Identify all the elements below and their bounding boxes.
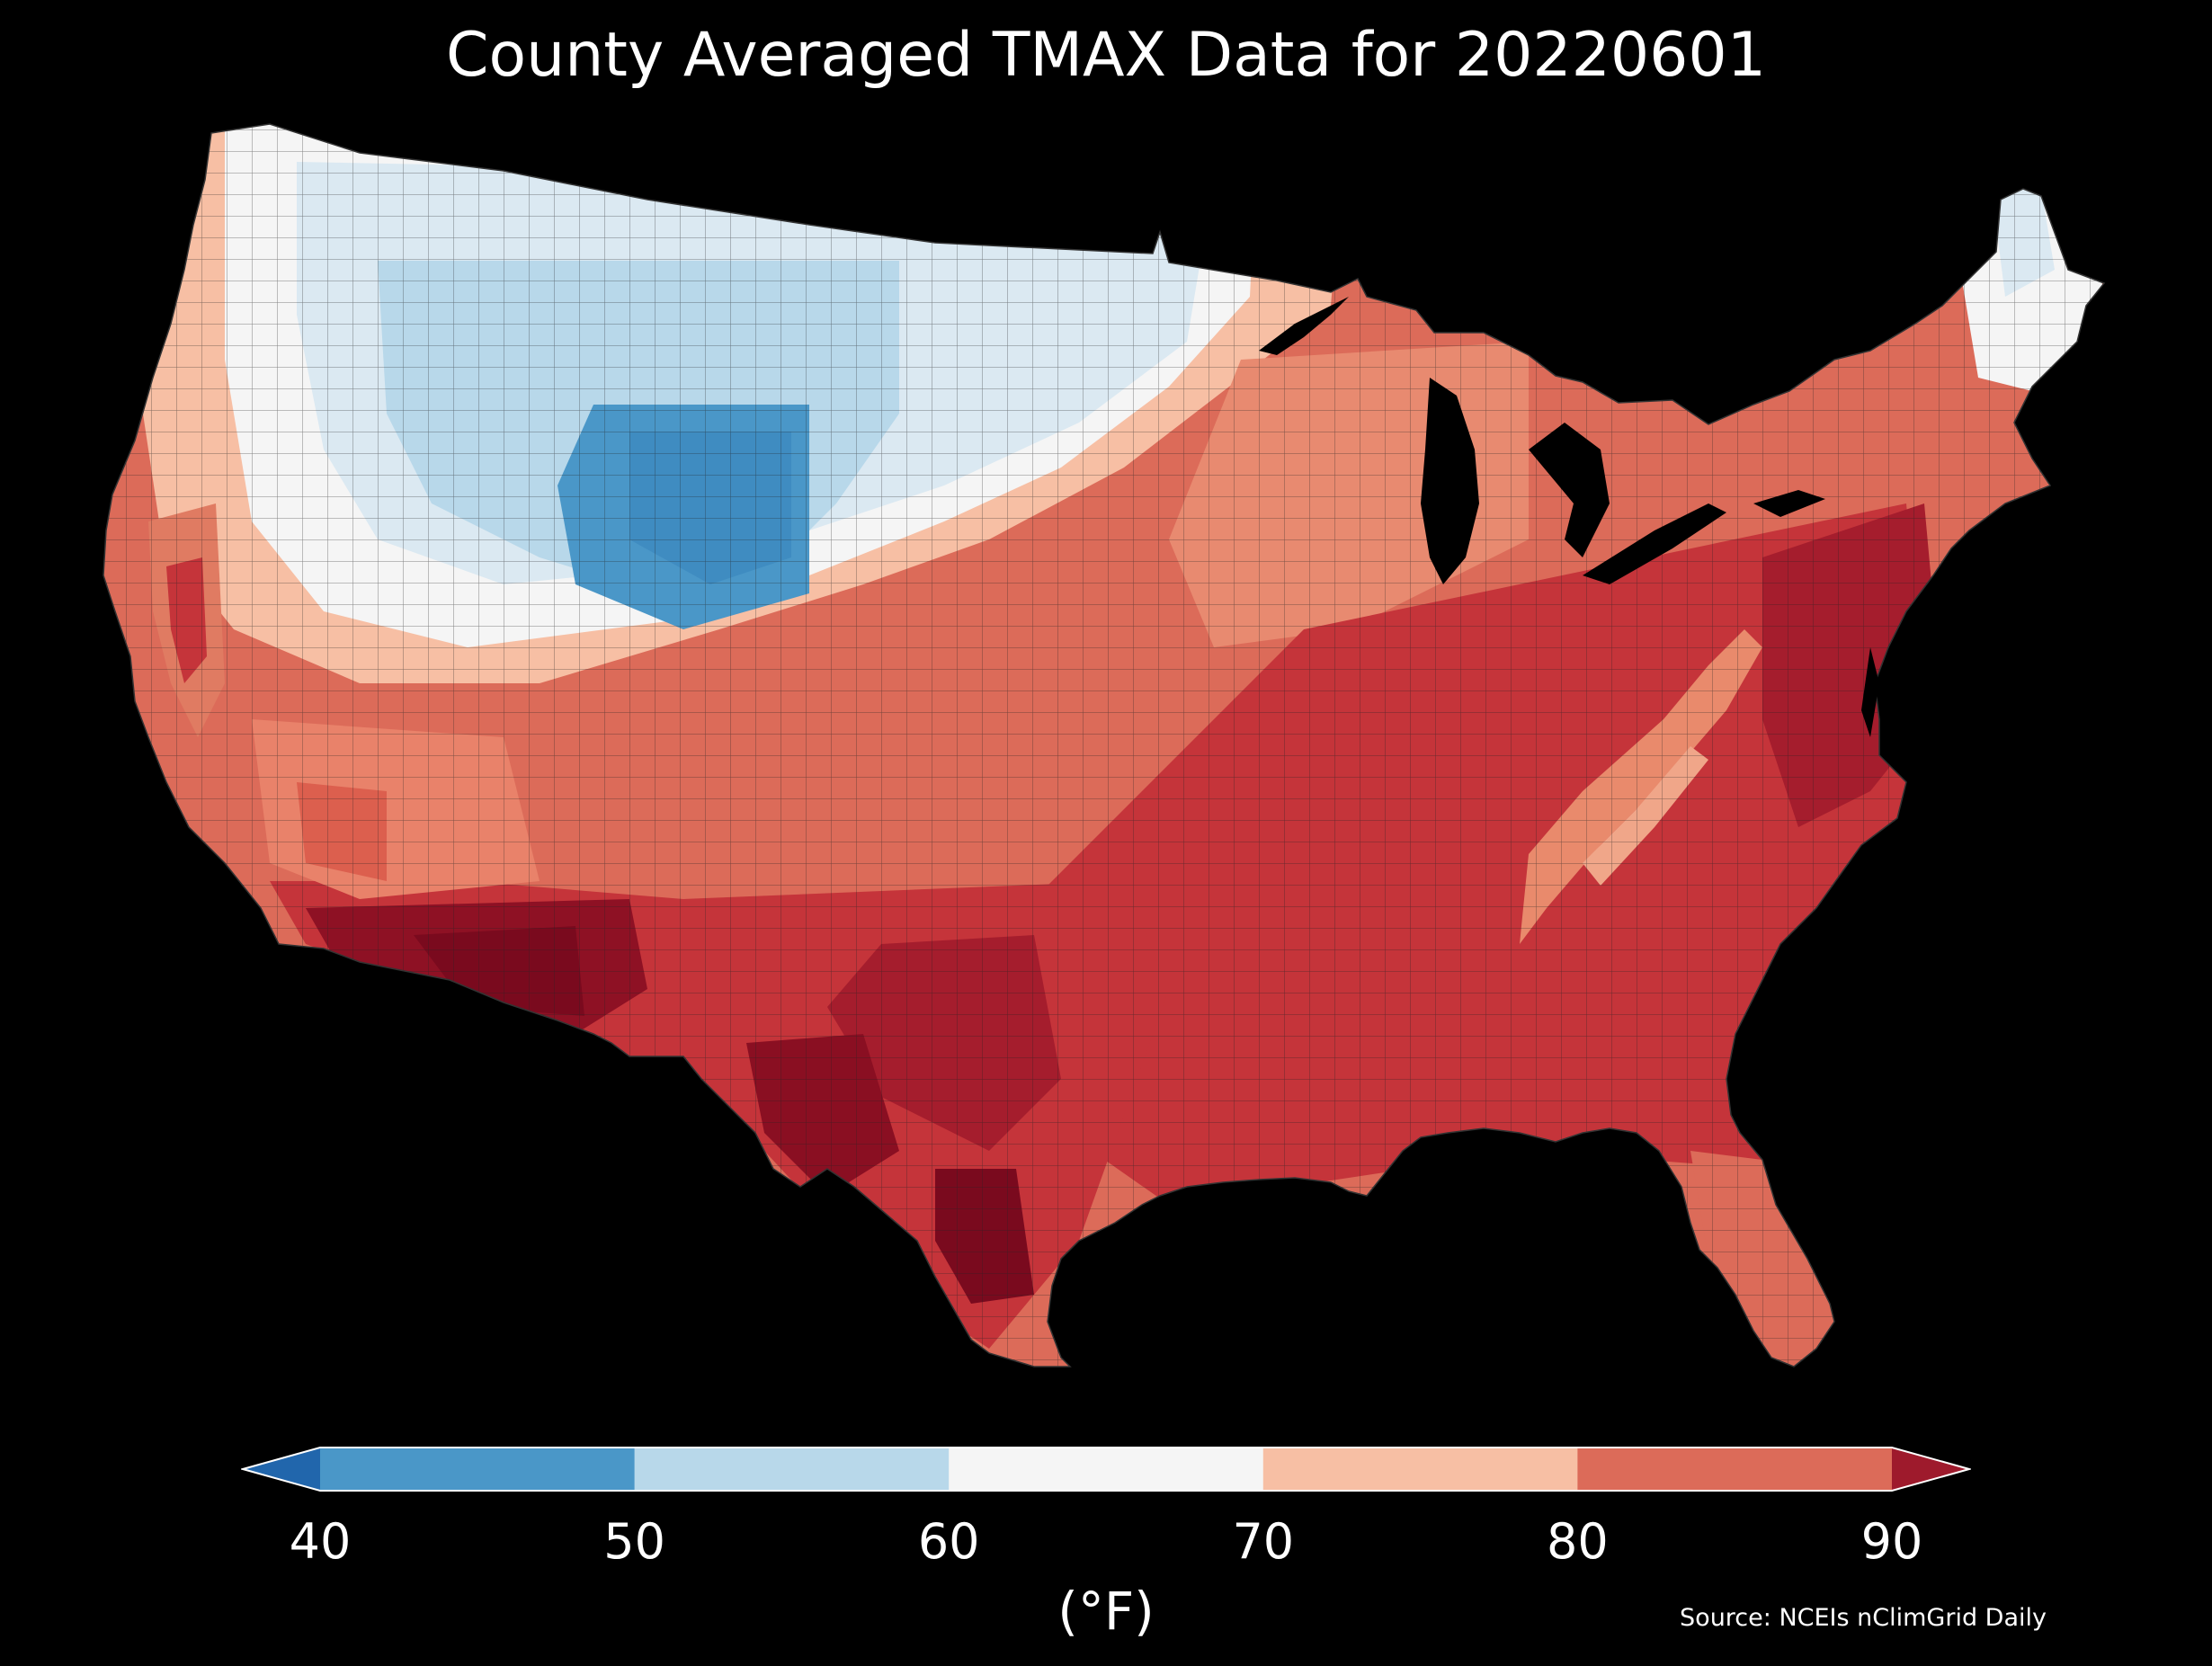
- lake-superior: [1259, 297, 1349, 355]
- colorbar-tick-label: 60: [917, 1513, 980, 1570]
- colorbar-outline: [241, 1447, 1971, 1492]
- colorbar-tick-label: 40: [289, 1513, 352, 1570]
- lake-erie: [1583, 503, 1726, 584]
- chesapeake-bay: [1861, 647, 1879, 737]
- colorbar-tick-label: 70: [1232, 1513, 1295, 1570]
- map-title: County Averaged TMAX Data for 20220601: [446, 20, 1766, 91]
- lake-huron: [1529, 423, 1610, 557]
- us-outline: [103, 123, 2106, 1368]
- colorbar-bin: [320, 1448, 636, 1491]
- colorbar-bins: [243, 1448, 1969, 1491]
- colorbar: [241, 1447, 1971, 1492]
- colorbar-tick-label: 50: [603, 1513, 665, 1570]
- colorbar-unit-label: (°F): [1057, 1581, 1155, 1642]
- great-lakes: [1259, 297, 1879, 737]
- colorbar-bin: [634, 1448, 950, 1491]
- lake-michigan: [1421, 378, 1479, 584]
- colorbar-bin: [949, 1448, 1264, 1491]
- source-credit: Source: NCEIs nClimGrid Daily: [1680, 1604, 2047, 1632]
- colorbar-bin: [1892, 1448, 1969, 1491]
- colorbar-bin: [243, 1448, 320, 1491]
- lake-ontario: [1753, 490, 1825, 517]
- colorbar-tick-label: 90: [1860, 1513, 1923, 1570]
- colorbar-bin: [1262, 1448, 1578, 1491]
- colorbar-bin: [1577, 1448, 1893, 1491]
- colorbar-tick-label: 80: [1547, 1513, 1609, 1570]
